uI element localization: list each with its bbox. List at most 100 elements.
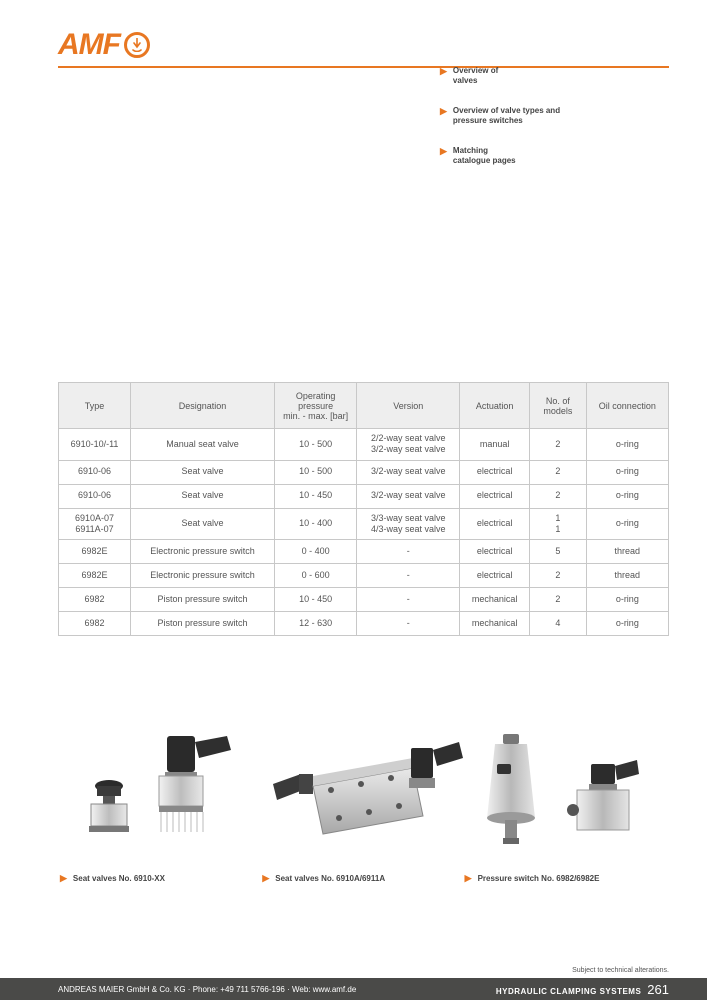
page: AMF ▶ Overview of valves ▶ Overview of v… — [0, 0, 707, 1000]
table-cell: 5 — [530, 540, 587, 564]
table-cell: - — [357, 612, 460, 636]
nav-bullet-label: Overview of valves — [453, 66, 498, 87]
table-cell: Seat valve — [131, 460, 275, 484]
table-cell: 3/2-way seat valve — [357, 460, 460, 484]
table-cell: - — [357, 540, 460, 564]
table-cell: electrical — [460, 508, 530, 540]
page-footer: Subject to technical alterations. ANDREA… — [0, 967, 707, 1000]
product-card: ▶ Seat valves No. 6910A/6911A — [262, 726, 464, 883]
table-row: 6982EElectronic pressure switch0 - 400-e… — [59, 540, 669, 564]
table-row: 6910-06Seat valve10 - 5003/2-way seat va… — [59, 460, 669, 484]
table-cell: - — [357, 564, 460, 588]
table-cell: 2 — [530, 429, 587, 461]
table-cell: Electronic pressure switch — [131, 540, 275, 564]
nav-bullet-label: Matching catalogue pages — [453, 146, 516, 167]
col-actuation: Actuation — [460, 383, 530, 429]
table-cell: 6982 — [59, 588, 131, 612]
table-cell: 6982 — [59, 612, 131, 636]
table-cell: 6910-06 — [59, 484, 131, 508]
table-row: 6910-10/-11Manual seat valve10 - 5002/2-… — [59, 429, 669, 461]
product-card: ▶ Pressure switch No. 6982/6982E — [465, 726, 667, 883]
table-row: 6910-06Seat valve10 - 4503/2-way seat va… — [59, 484, 669, 508]
arrow-icon: ▶ — [440, 147, 447, 156]
col-type: Type — [59, 383, 131, 429]
product-label-text: Pressure switch No. 6982/6982E — [478, 874, 600, 883]
table-cell: Piston pressure switch — [131, 588, 275, 612]
table-cell: 10 - 400 — [275, 508, 357, 540]
table-row: 6982Piston pressure switch12 - 630-mecha… — [59, 612, 669, 636]
arrow-icon: ▶ — [465, 874, 472, 883]
product-label-text: Seat valves No. 6910A/6911A — [275, 874, 385, 883]
nav-bullet: ▶ Matching catalogue pages — [440, 146, 516, 167]
brand-name: AMF — [58, 28, 120, 62]
table-cell: mechanical — [460, 588, 530, 612]
table-cell: 10 - 450 — [275, 588, 357, 612]
table-cell: thread — [586, 564, 668, 588]
arrow-icon: ▶ — [262, 874, 269, 883]
table-cell: 10 - 500 — [275, 429, 357, 461]
table-cell: 0 - 600 — [275, 564, 357, 588]
product-row: ▶ Seat valves No. 6910-XX — [58, 726, 669, 883]
product-label-text: Seat valves No. 6910-XX — [73, 874, 165, 883]
footer-bar: ANDREAS MAIER GmbH & Co. KG · Phone: +49… — [0, 978, 707, 1000]
nav-bullet-label: Overview of valve types and pressure swi… — [453, 106, 560, 127]
table-cell: o-ring — [586, 484, 668, 508]
table-cell: electrical — [460, 460, 530, 484]
spec-table: Type Designation Operating pressure min.… — [58, 382, 669, 636]
table-cell: 2 — [530, 460, 587, 484]
product-label: ▶ Seat valves No. 6910A/6911A — [262, 874, 385, 883]
brand-badge-icon — [124, 32, 150, 58]
product-label: ▶ Seat valves No. 6910-XX — [60, 874, 165, 883]
table-cell: 3/2-way seat valve — [357, 484, 460, 508]
product-image — [60, 726, 262, 856]
table-cell: o-ring — [586, 588, 668, 612]
table-cell: o-ring — [586, 429, 668, 461]
table-cell: o-ring — [586, 612, 668, 636]
nav-bullet: ▶ Overview of valves — [440, 66, 498, 87]
product-label: ▶ Pressure switch No. 6982/6982E — [465, 874, 600, 883]
table-row: 6910A-07 6911A-07Seat valve10 - 4003/3-w… — [59, 508, 669, 540]
table-cell: electrical — [460, 484, 530, 508]
table-cell: mechanical — [460, 612, 530, 636]
table-cell: 1 1 — [530, 508, 587, 540]
header-rule — [58, 66, 669, 68]
arrow-icon: ▶ — [440, 67, 447, 76]
alteration-note: Subject to technical alterations. — [0, 967, 707, 978]
table-cell: Piston pressure switch — [131, 612, 275, 636]
table-cell: 12 - 630 — [275, 612, 357, 636]
table-cell: 3/3-way seat valve 4/3-way seat valve — [357, 508, 460, 540]
table-cell: 6910A-07 6911A-07 — [59, 508, 131, 540]
table-cell: 6982E — [59, 564, 131, 588]
footer-company: ANDREAS MAIER GmbH & Co. KG · Phone: +49… — [58, 985, 356, 994]
table-cell: 2 — [530, 588, 587, 612]
table-cell: Seat valve — [131, 508, 275, 540]
table-header-row: Type Designation Operating pressure min.… — [59, 383, 669, 429]
table-cell: 10 - 500 — [275, 460, 357, 484]
table-row: 6982EElectronic pressure switch0 - 600-e… — [59, 564, 669, 588]
table-cell: 2/2-way seat valve 3/2-way seat valve — [357, 429, 460, 461]
table-cell: - — [357, 588, 460, 612]
table-cell: 6982E — [59, 540, 131, 564]
col-oil: Oil connection — [586, 383, 668, 429]
table-cell: electrical — [460, 540, 530, 564]
table-cell: 4 — [530, 612, 587, 636]
table-cell: Manual seat valve — [131, 429, 275, 461]
table-row: 6982Piston pressure switch10 - 450-mecha… — [59, 588, 669, 612]
table-cell: 10 - 450 — [275, 484, 357, 508]
table-cell: 6910-10/-11 — [59, 429, 131, 461]
table-cell: thread — [586, 540, 668, 564]
footer-page-number: 261 — [647, 982, 669, 997]
table-cell: 6910-06 — [59, 460, 131, 484]
nav-bullet: ▶ Overview of valve types and pressure s… — [440, 106, 560, 127]
table-cell: manual — [460, 429, 530, 461]
footer-section: HYDRAULIC CLAMPING SYSTEMS — [496, 987, 641, 996]
col-models: No. of models — [530, 383, 587, 429]
table-cell: 2 — [530, 564, 587, 588]
table-cell: 0 - 400 — [275, 540, 357, 564]
arrow-icon: ▶ — [440, 107, 447, 116]
table-cell: Seat valve — [131, 484, 275, 508]
arrow-icon: ▶ — [60, 874, 67, 883]
col-designation: Designation — [131, 383, 275, 429]
product-image — [465, 726, 667, 856]
table-cell: 2 — [530, 484, 587, 508]
